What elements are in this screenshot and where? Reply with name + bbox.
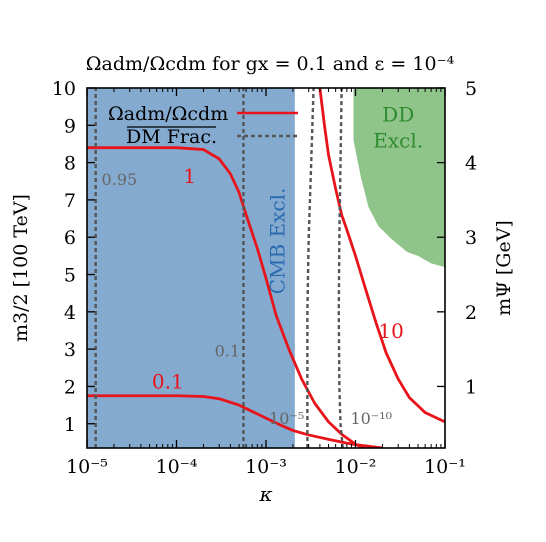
y-tick-label-right-2: 3 — [465, 227, 477, 249]
legend: Ωadm/Ωcdm DM Frac. — [108, 103, 298, 148]
relic-abundance-curve-0p1-2 — [87, 394, 383, 448]
y-tick-label-right-3: 4 — [465, 153, 477, 175]
x-tick-label-4: 10⁻¹ — [424, 456, 466, 478]
y-tick-label-left-2: 3 — [64, 339, 76, 361]
curve-label-0p95-3: 0.95 — [102, 170, 138, 189]
cmb-exclusion-label: CMB Excl. — [265, 188, 289, 295]
y-tick-label-left-3: 4 — [64, 302, 76, 324]
curve-label-10--5: 10⁻⁵ — [269, 409, 304, 428]
y-tick-label-left-1: 2 — [64, 376, 76, 398]
dd-exclusion-label-line1: DD — [382, 103, 414, 127]
dm-fraction-curve-10--5 — [306, 88, 315, 448]
curve-label-1-0: 1 — [183, 164, 196, 188]
dm-fraction-curve-10--6 — [337, 88, 344, 448]
curve-label-10--6: 10⁻¹⁰ — [350, 409, 392, 428]
legend-label-relic-abundance: Ωadm/Ωcdm — [108, 103, 228, 125]
y-tick-label-left-0: 1 — [64, 414, 76, 436]
y-tick-label-right-4: 5 — [465, 78, 477, 100]
x-tick-label-0: 10⁻⁵ — [66, 456, 108, 478]
y-axis-label-left: m3/2 [100 TeV] — [10, 194, 32, 342]
x-axis-label: κ — [258, 482, 272, 506]
x-tick-label-3: 10⁻² — [335, 456, 377, 478]
y-tick-label-left-5: 6 — [64, 227, 76, 249]
x-tick-label-2: 10⁻³ — [245, 456, 287, 478]
relic-abundance-curve-1-0 — [87, 146, 365, 448]
y-tick-label-left-7: 8 — [64, 153, 76, 175]
y-tick-label-left-6: 7 — [64, 190, 76, 212]
curve-label-0p1-2: 0.1 — [152, 369, 184, 393]
y-tick-label-left-4: 5 — [64, 265, 76, 287]
y-tick-label-left-8: 9 — [64, 115, 76, 137]
y-tick-label-left-9: 10 — [52, 78, 76, 100]
dd-exclusion-label-line2: Excl. — [373, 129, 423, 153]
relic-abundance-curve-10-1 — [318, 88, 445, 424]
chart-title: Ωadm/Ωcdm for gx = 0.1 and ε = 10⁻⁴ — [86, 53, 455, 75]
x-tick-label-1: 10⁻⁴ — [156, 456, 198, 478]
curve-label-10-1: 10 — [378, 319, 403, 343]
curve-label-0p1-4: 0.1 — [215, 342, 240, 361]
y-axis-label-right: mΨ [GeV] — [493, 220, 515, 316]
y-tick-label-right-0: 1 — [465, 376, 477, 398]
y-tick-label-right-1: 2 — [465, 302, 477, 324]
legend-label-dm-fraction: DM Frac. — [126, 126, 217, 148]
dd-exclusion-region — [353, 88, 445, 268]
